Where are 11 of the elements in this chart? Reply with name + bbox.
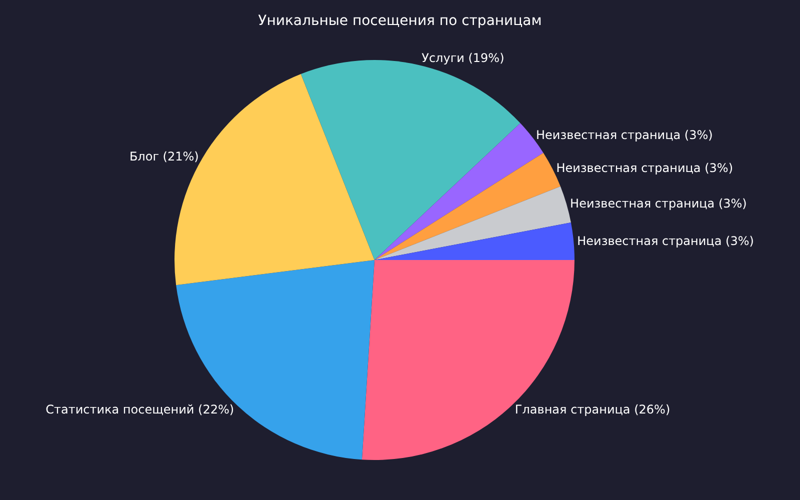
slice-label: Статистика посещений (22%) [46,402,234,417]
slice-label: Неизвестная страница (3%) [577,234,754,248]
slice-label: Неизвестная страница (3%) [570,196,747,211]
pie-slice [374,186,571,260]
slice-label: Неизвестная страница (3%) [556,160,734,175]
slice-label: Главная страница (26%) [514,402,670,417]
pie-slice [374,222,574,260]
chart-title: Уникальные посещения по страницам [258,12,542,29]
slice-label: Блог (21%) [129,149,199,164]
slice-label: Неизвестная страница (3%) [536,128,713,142]
slice-label: Услуги (19%) [422,51,504,66]
